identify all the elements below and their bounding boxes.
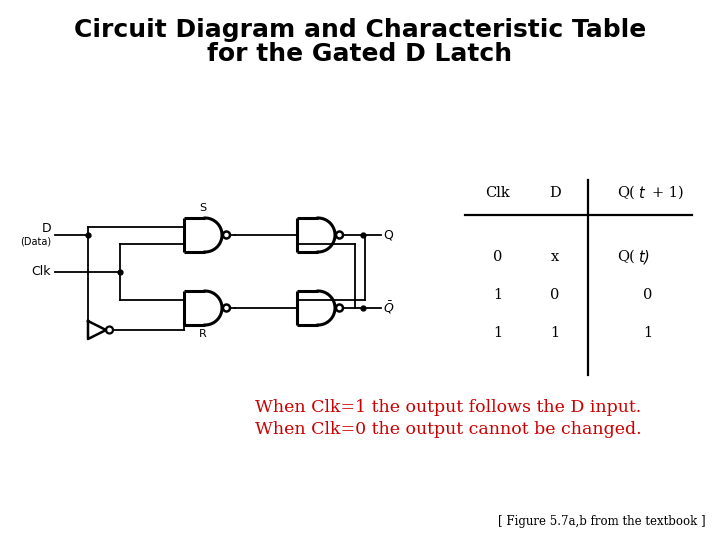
Text: Circuit Diagram and Characteristic Table: Circuit Diagram and Characteristic Table [74, 18, 646, 42]
Text: for the Gated D Latch: for the Gated D Latch [207, 42, 513, 66]
Text: D: D [41, 222, 51, 235]
Text: 0: 0 [643, 288, 653, 302]
Text: 0: 0 [550, 288, 559, 302]
Text: 1: 1 [644, 326, 652, 340]
Text: $t$: $t$ [638, 185, 646, 201]
Text: (Data): (Data) [20, 237, 51, 247]
Text: [ Figure 5.7a,b from the textbook ]: [ Figure 5.7a,b from the textbook ] [498, 516, 706, 529]
Text: Q: Q [383, 228, 393, 241]
Text: 1: 1 [493, 288, 503, 302]
Text: $\bar{Q}$: $\bar{Q}$ [383, 300, 395, 316]
Text: $t$): $t$) [638, 248, 650, 266]
Text: 1: 1 [493, 326, 503, 340]
Text: D: D [549, 186, 561, 200]
Text: Clk: Clk [32, 265, 51, 278]
Text: Q(: Q( [617, 186, 635, 200]
Text: Q(: Q( [617, 250, 635, 264]
Text: When Clk=1 the output follows the D input.: When Clk=1 the output follows the D inpu… [255, 399, 642, 415]
Text: R: R [199, 329, 207, 339]
Text: Clk: Clk [485, 186, 510, 200]
Text: 0: 0 [493, 250, 503, 264]
Text: S: S [199, 203, 207, 213]
Text: + 1): + 1) [652, 186, 683, 200]
Text: When Clk=0 the output cannot be changed.: When Clk=0 the output cannot be changed. [255, 421, 642, 437]
Text: 1: 1 [550, 326, 559, 340]
Text: x: x [551, 250, 559, 264]
